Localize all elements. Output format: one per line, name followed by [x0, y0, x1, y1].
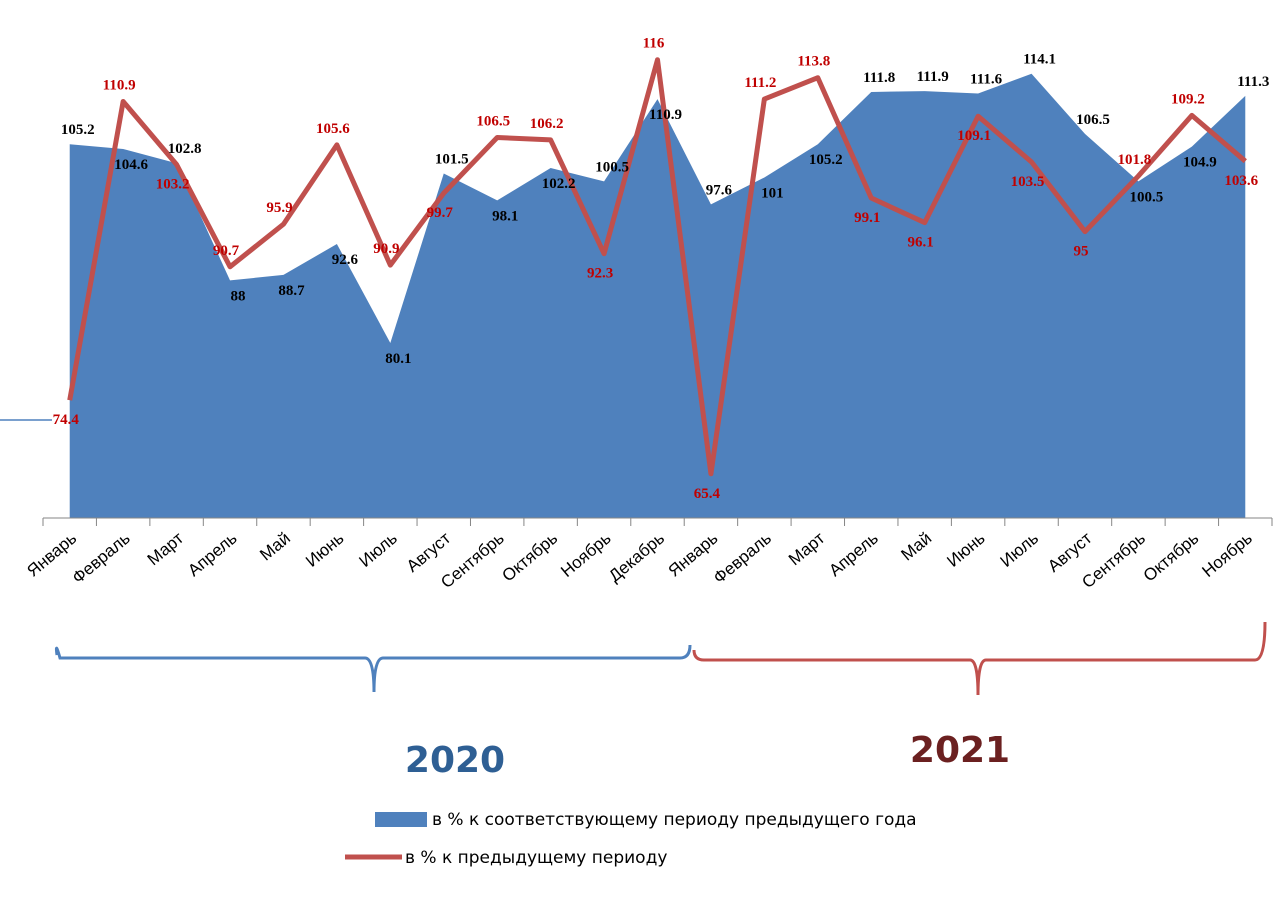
x-tick-label: Февраль [710, 528, 775, 587]
year-label: 2021 [910, 730, 1010, 771]
x-tick-label: Ноябрь [1198, 528, 1256, 581]
brace-2020 [54, 644, 692, 693]
data-label: 101.5 [435, 152, 469, 168]
data-label: 113.8 [797, 54, 830, 70]
data-label: 104.9 [1183, 155, 1217, 171]
data-label: 111.8 [863, 70, 895, 86]
data-label: 103.6 [1224, 173, 1258, 189]
year-label: 2020 [405, 740, 505, 781]
line [67, 57, 1247, 477]
data-label: 99.1 [854, 210, 880, 226]
data-label: 97.6 [706, 182, 733, 198]
data-label: 103.5 [1011, 174, 1045, 190]
data-label: 74.4 [53, 412, 80, 428]
x-tick-label: Март [144, 528, 188, 569]
x-tick-label: Июнь [302, 528, 347, 570]
x-tick-label: Апрель [825, 528, 881, 580]
data-label: 98.1 [492, 208, 518, 224]
data-label: 100.5 [595, 159, 629, 175]
data-label: 105.6 [316, 121, 350, 137]
data-label: 114.1 [1023, 52, 1056, 68]
data-label: 105.2 [809, 152, 843, 168]
data-label: 111.3 [1237, 74, 1269, 90]
data-label: 101 [761, 185, 784, 201]
data-label: 110.9 [103, 77, 136, 93]
data-label: 104.6 [114, 157, 148, 173]
x-tick-label: Май [898, 529, 936, 565]
data-label: 99.7 [427, 205, 454, 221]
data-label: 105.2 [61, 122, 95, 138]
data-label: 111.9 [917, 69, 949, 85]
data-label: 106.5 [1076, 112, 1110, 128]
data-label: 102.8 [168, 141, 202, 157]
x-tick-label: Октябрь [499, 528, 562, 585]
area [69, 73, 1246, 519]
x-tick-label: Май [256, 529, 294, 565]
data-label: 106.2 [530, 116, 564, 132]
x-tick-label: Апрель [184, 528, 240, 580]
data-label: 109.1 [957, 128, 991, 144]
x-tick-label: Июль [355, 528, 401, 571]
x-tick-label: Октябрь [1140, 528, 1203, 585]
data-label: 106.5 [476, 113, 510, 129]
legend-swatch [375, 812, 427, 827]
data-label: 88.7 [278, 283, 305, 299]
brace-2021 [692, 621, 1267, 696]
x-tick-label: Февраль [69, 528, 134, 587]
x-tick-label: Июнь [943, 528, 988, 570]
data-label: 111.2 [744, 75, 776, 91]
data-label: 100.5 [1130, 189, 1164, 205]
data-label: 101.8 [1118, 152, 1152, 168]
data-label: 109.2 [1171, 91, 1205, 107]
data-label: 95 [1073, 244, 1088, 260]
x-tick-label: Декабрь [605, 528, 668, 585]
data-label: 102.2 [542, 176, 576, 192]
x-tick-label: Март [785, 528, 829, 569]
data-label: 103.2 [156, 176, 190, 192]
data-label: 92.6 [332, 252, 359, 268]
data-label: 90.7 [213, 243, 240, 259]
data-label: 92.3 [587, 266, 613, 282]
x-tick-label: Июль [997, 528, 1043, 571]
data-label: 116 [643, 36, 665, 52]
data-label: 65.4 [694, 486, 721, 502]
data-label: 110.9 [649, 107, 682, 123]
legend-label: в % к предыдущему периоду [405, 848, 667, 868]
data-label: 111.6 [970, 72, 1003, 88]
legend-label: в % к соответствующему периоду предыдуще… [432, 810, 917, 830]
data-label: 95.9 [266, 200, 292, 216]
data-label: 80.1 [385, 351, 411, 367]
data-label: 90.9 [373, 241, 399, 257]
data-label: 96.1 [908, 235, 934, 251]
data-label: 88 [231, 288, 246, 304]
